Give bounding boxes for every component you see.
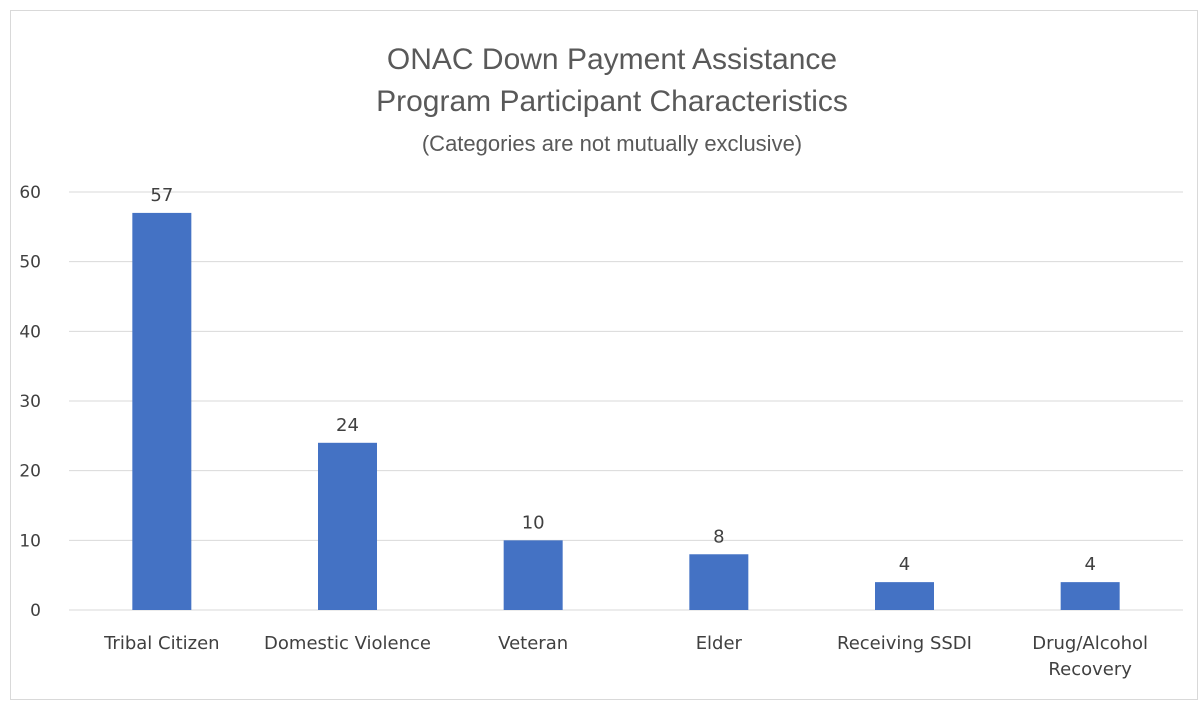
y-tick-label-30: 30: [19, 392, 41, 412]
chart-title-line-1: ONAC Down Payment Assistance: [387, 43, 837, 76]
bars: [132, 212, 1120, 610]
data-label-0: 57: [150, 185, 173, 206]
y-tick-label-40: 40: [19, 322, 41, 342]
bar-4: [875, 582, 934, 610]
data-label-1: 24: [336, 415, 359, 436]
category-label-5-line-1: Drug/Alcohol: [1032, 633, 1148, 654]
gridlines: [69, 191, 1183, 611]
y-tick-label-50: 50: [19, 253, 41, 273]
bar-3: [689, 554, 749, 610]
chart-subtitle: (Categories are not mutually exclusive): [422, 131, 802, 156]
data-labels: 57 24 10 8 4 4: [150, 185, 1096, 575]
bar-1: [318, 442, 377, 610]
bar-0: [132, 212, 192, 610]
chart-title-line-2: Program Participant Characteristics: [376, 85, 848, 118]
x-axis-category-labels: Tribal Citizen Domestic Violence Veteran El…: [103, 633, 1148, 680]
data-label-5: 4: [1084, 554, 1095, 575]
y-tick-label-60: 60: [19, 183, 41, 203]
data-label-2: 10: [522, 512, 545, 533]
y-tick-label-20: 20: [19, 462, 41, 482]
category-label-1: Domestic Violence: [264, 633, 431, 654]
bar-5: [1060, 582, 1120, 610]
y-tick-label-10: 10: [19, 531, 41, 551]
data-label-3: 8: [713, 526, 724, 547]
category-label-3: Elder: [696, 633, 743, 654]
y-tick-label-0: 0: [30, 601, 41, 621]
data-label-4: 4: [899, 554, 910, 575]
category-label-4: Receiving SSDI: [837, 633, 972, 654]
chart-frame: ONAC Down Payment Assistance Program Par…: [10, 10, 1198, 700]
category-label-0: Tribal Citizen: [103, 633, 220, 654]
category-label-2: Veteran: [498, 633, 568, 654]
category-label-5-line-2: Recovery: [1048, 659, 1132, 680]
bar-chart: ONAC Down Payment Assistance Program Par…: [19, 43, 1183, 680]
y-axis-tick-labels: 0 10 20 30 40 50 60: [19, 183, 41, 621]
bar-2: [503, 540, 563, 610]
chart-title: ONAC Down Payment Assistance Program Par…: [376, 43, 848, 156]
